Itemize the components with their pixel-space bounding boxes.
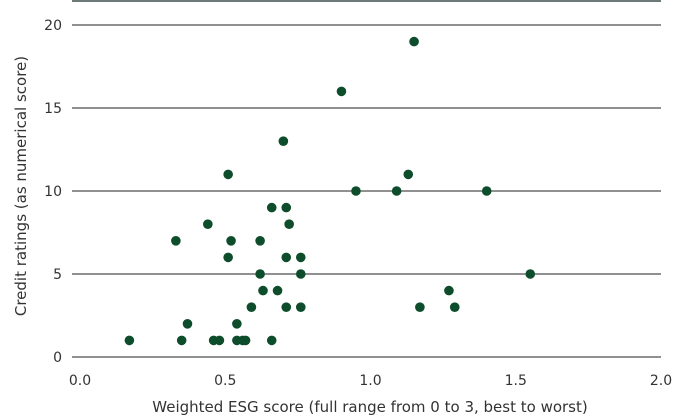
data-point — [284, 219, 294, 229]
data-point — [240, 335, 251, 346]
data-point — [255, 236, 265, 246]
data-point — [182, 319, 193, 329]
x-axis-ticks: 0.0 0.5 1.0 1.5 2.0 — [69, 373, 672, 389]
x-tick-label: 0.0 — [69, 373, 91, 389]
data-point — [266, 335, 277, 346]
data-point — [281, 302, 292, 313]
x-axis-label: Weighted ESG score (full range from 0 to… — [152, 398, 587, 416]
data-point — [525, 269, 536, 279]
y-axis-label: Credit ratings (as numerical score) — [12, 56, 30, 316]
data-point — [351, 186, 361, 196]
y-tick-label: 15 — [44, 101, 62, 117]
y-tick-label: 0 — [53, 350, 62, 366]
data-point — [124, 335, 135, 346]
data-point — [444, 285, 454, 296]
data-point — [176, 335, 187, 346]
data-point — [223, 252, 233, 263]
x-tick-label: 1.0 — [359, 373, 381, 389]
data-point — [409, 36, 419, 47]
data-point — [281, 252, 292, 263]
x-tick-label: 0.5 — [214, 373, 236, 389]
data-point — [258, 285, 268, 296]
data-point — [415, 302, 425, 313]
data-point — [278, 136, 289, 146]
data-point — [295, 302, 306, 313]
data-point — [255, 269, 265, 279]
y-tick-label: 10 — [44, 184, 62, 200]
data-point — [403, 169, 414, 180]
data-point — [214, 335, 225, 346]
data-point — [295, 269, 306, 279]
data-point — [272, 285, 283, 296]
data-point — [232, 319, 242, 329]
x-tick-label: 1.5 — [505, 373, 527, 389]
y-axis-ticks: 0 5 10 15 20 — [44, 18, 62, 366]
y-tick-label: 20 — [44, 18, 62, 34]
data-point — [481, 186, 492, 196]
data-point — [223, 169, 233, 180]
data-point — [391, 186, 402, 196]
data-point — [336, 86, 347, 97]
data-point — [449, 302, 460, 313]
data-point — [266, 202, 277, 213]
data-point — [203, 219, 213, 229]
data-point — [226, 236, 236, 246]
y-tick-label: 5 — [53, 267, 62, 283]
data-point — [171, 236, 181, 246]
data-point — [295, 252, 306, 263]
gridlines — [72, 24, 661, 358]
data-point — [246, 302, 257, 313]
x-tick-label: 2.0 — [650, 373, 672, 389]
data-points — [124, 36, 536, 346]
data-point — [281, 202, 292, 213]
